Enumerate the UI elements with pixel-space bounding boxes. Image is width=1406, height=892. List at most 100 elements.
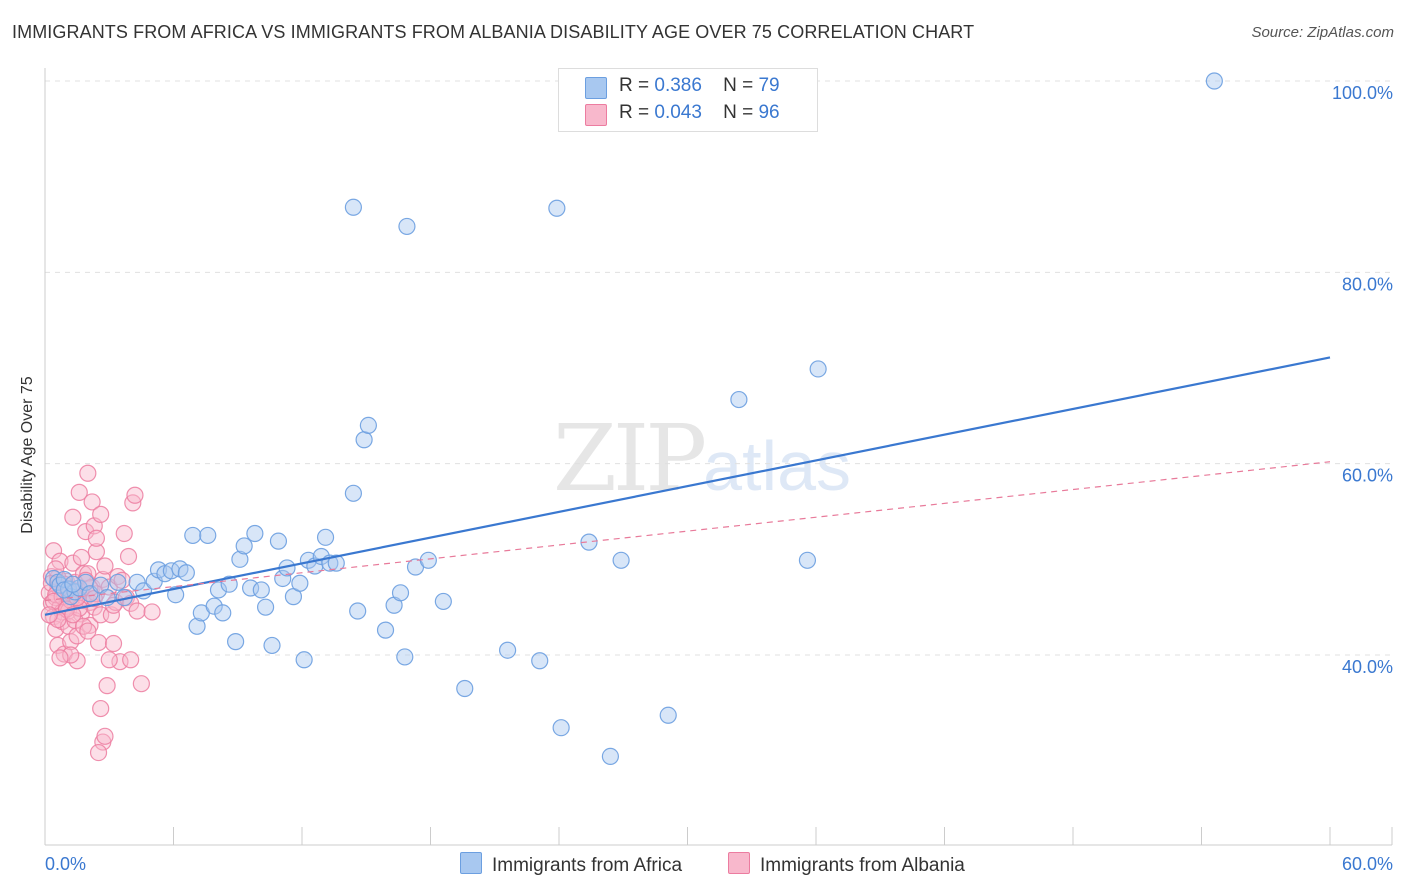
albania-point [92,699,110,718]
albania-point [87,543,106,561]
africa-swatch [585,77,607,99]
albania-point [126,486,144,504]
africa-point [499,641,517,659]
albania-point [92,505,110,523]
albania-point [79,464,97,482]
albania-point [87,529,106,547]
trend-lines [44,356,1331,616]
albania-point [83,493,101,511]
africa-r-label: R = [619,75,650,96]
albania-point [143,603,161,621]
africa-point [434,592,452,611]
albania-legend-swatch [728,852,750,874]
albania-r-label: R = [619,102,650,123]
africa-point [809,360,827,378]
africa-point [235,537,253,555]
africa-point [167,586,185,604]
albania-n-label: N = [723,102,754,123]
bottom-legend-africa: Immigrants from Africa [460,852,682,877]
albania-n-value: 96 [758,102,780,123]
africa-r-value: 0.386 [654,75,702,96]
africa-point [376,621,395,639]
albania-swatch [585,104,607,126]
africa-point [64,575,82,593]
africa-point [291,574,309,592]
albania-point [70,483,88,501]
y-tick-label: 100.0% [1332,83,1393,103]
africa-point [205,597,223,615]
africa-point [548,199,566,217]
albania-point [132,675,150,693]
africa-point [612,551,630,569]
albania-point [51,649,69,667]
africa-point [269,532,288,550]
albania-point [44,542,63,560]
albania-trend-line [44,461,1331,602]
watermark-zip: ZIP [553,405,707,512]
africa-point [531,652,549,670]
albania-point [62,633,80,651]
africa-n-label: N = [723,75,754,96]
africa-point [295,651,313,669]
albania-point [68,652,86,670]
albania-point [77,522,95,541]
africa-point [184,526,202,545]
africa-points [44,72,1223,766]
albania-point [111,653,129,671]
albania-legend-label: Immigrants from Albania [760,855,965,876]
albania-point [122,651,140,669]
africa-point [730,390,748,409]
africa-point [188,617,206,635]
gridlines [45,80,1392,656]
africa-trend-line [44,356,1331,616]
albania-point [49,636,67,655]
albania-point [72,548,91,567]
africa-point [214,604,232,622]
africa-point [55,581,73,599]
africa-legend-swatch [460,852,482,874]
africa-point [246,524,264,543]
watermark: ZIPatlas [553,405,851,512]
chart-title: IMMIGRANTS FROM AFRICA VS IMMIGRANTS FRO… [12,22,975,42]
africa-point [391,584,410,602]
africa-point [209,581,228,599]
bottom-legend-albania: Immigrants from Albania [728,852,965,877]
albania-point [64,554,82,572]
africa-point [109,573,127,591]
x-tick-label: 60.0% [1342,854,1393,874]
x-tick-label: 0.0% [45,854,86,874]
source-label: Source: ZipAtlas.com [1251,24,1394,41]
africa-point [349,602,367,620]
y-tick-label: 80.0% [1342,274,1393,294]
africa-point [227,633,245,651]
axes [44,68,1393,846]
africa-point [256,598,275,616]
albania-point [64,508,82,526]
africa-point [456,679,474,698]
y-axis-label: Disability Age Over 75 [19,376,36,534]
albania-point [96,557,114,575]
africa-point [199,526,217,545]
africa-point [359,416,377,434]
albania-point [89,633,108,652]
albania-point [115,524,133,543]
africa-point [552,719,570,737]
correlation-legend: R = 0.386 N = 79 R = 0.043 N = 96 [558,68,818,132]
africa-n-value: 79 [758,75,780,96]
albania-point [100,651,118,669]
albania-point [44,592,63,611]
africa-point [231,550,249,568]
albania-r-value: 0.043 [654,102,702,123]
africa-point [1205,72,1223,90]
y-tick-label: 40.0% [1342,657,1393,677]
albania-point [98,677,116,695]
africa-point [344,198,362,216]
africa-point [263,636,281,655]
africa-point [398,217,416,236]
albania-point [79,622,97,640]
africa-point [316,528,335,546]
africa-point [177,564,195,582]
africa-point [798,551,817,569]
africa-point [344,484,362,502]
